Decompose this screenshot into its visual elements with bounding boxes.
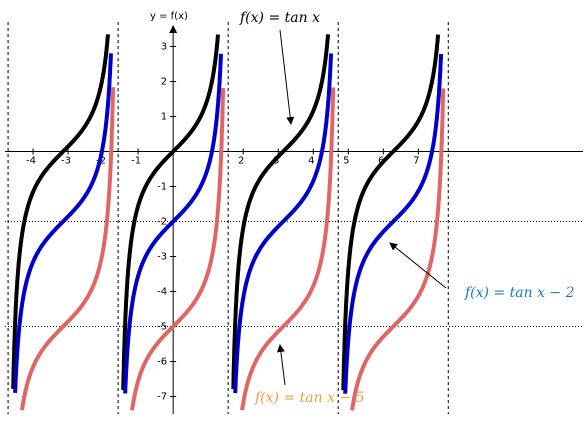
tan-curve: [343, 53, 444, 394]
y-tick-label: -1: [157, 182, 167, 193]
y-tick-label: -6: [157, 357, 167, 368]
x-tick-label: -3: [61, 156, 71, 167]
x-tick-label: 5: [343, 156, 349, 167]
tan-curve: [231, 34, 330, 390]
tan-curve: [130, 88, 226, 412]
x-tick-label: 7: [413, 156, 419, 167]
x-tick-label: 2: [238, 156, 244, 167]
y-axis-label: y = f(x): [150, 11, 188, 22]
y-tick-label: -3: [157, 252, 167, 263]
tan-curve: [240, 87, 336, 411]
tan-curve: [341, 34, 441, 391]
y-tick-label: 3: [161, 42, 167, 53]
tan-curve: [123, 53, 223, 394]
y-tick-label: 2: [161, 77, 167, 88]
y-tick-label: -4: [157, 287, 167, 298]
annotation-arrow: [276, 344, 286, 386]
tan-curve: [121, 34, 220, 390]
annotation-arrow: [389, 242, 447, 289]
y-tick-label: -2: [157, 217, 167, 228]
annotation-arrow: [279, 29, 295, 125]
x-tick-label: 4: [308, 156, 314, 167]
tan-curve: [20, 87, 115, 411]
function-label: f(x) = tan x − 2: [464, 285, 575, 301]
tan-curve: [233, 53, 333, 394]
y-tick-label: -7: [157, 392, 167, 403]
tan-curve: [11, 34, 110, 389]
y-tick-label: -5: [157, 322, 167, 333]
tan-curve: [13, 53, 113, 393]
function-label: f(x) = tan x: [239, 10, 320, 26]
x-tick-label: -1: [131, 156, 141, 167]
function-label: f(x) = tan x − 5: [254, 390, 365, 406]
y-tick-label: 1: [161, 112, 167, 123]
x-tick-label: -4: [26, 156, 36, 167]
